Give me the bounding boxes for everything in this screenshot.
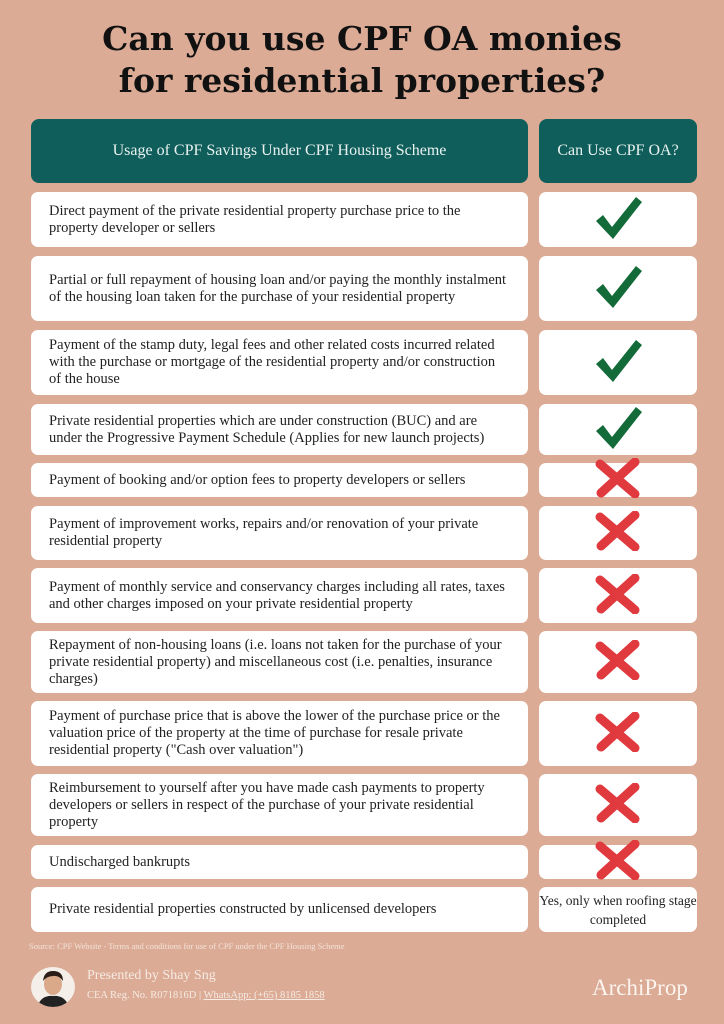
table-row-answer: [539, 192, 697, 247]
table-row-answer: [539, 839, 697, 881]
table-row-usage: Payment of booking and/or option fees to…: [31, 463, 528, 497]
answer-text: Yes, only when roofing stage completed: [539, 892, 697, 927]
usage-text: Partial or full repayment of housing loa…: [49, 271, 507, 305]
cross-icon: [595, 510, 641, 555]
whatsapp-link[interactable]: WhatsApp: (+65) 8185 1858: [203, 990, 325, 1001]
header-usage: Usage of CPF Savings Under CPF Housing S…: [31, 119, 528, 183]
usage-text: Repayment of non-housing loans (i.e. loa…: [49, 636, 502, 687]
check-icon: [593, 195, 643, 245]
table-row-usage: Repayment of non-housing loans (i.e. loa…: [31, 631, 528, 693]
usage-text: Payment of purchase price that is above …: [49, 708, 500, 758]
usage-text: Private residential properties construct…: [49, 901, 437, 917]
avatar: [31, 967, 75, 1007]
table-row-usage: Private residential properties which are…: [31, 404, 528, 455]
check-icon: [593, 405, 643, 455]
table-row-answer: Yes, only when roofing stage completed: [539, 887, 697, 932]
cross-icon: [595, 573, 641, 618]
cross-icon: [595, 839, 641, 884]
usage-text: Payment of monthly service and conservan…: [49, 578, 505, 612]
source-note: Source: CPF Website - Terms and conditio…: [29, 941, 345, 951]
table-row-usage: Reimbursement to yourself after you have…: [31, 774, 528, 836]
page-title: Can you use CPF OA monies for residential…: [102, 19, 622, 100]
usage-text: Direct payment of the private residentia…: [49, 202, 461, 236]
registration-line: CEA Reg. No. R071816D | WhatsApp: (+65) …: [87, 990, 325, 1001]
cross-icon: [595, 782, 641, 827]
table-row-answer: [539, 701, 697, 766]
check-icon: [593, 338, 643, 388]
usage-text: Private residential properties which are…: [49, 412, 485, 446]
table-row-answer: [539, 256, 697, 321]
cross-icon: [595, 457, 641, 502]
usage-text: Undischarged bankrupts: [49, 853, 191, 870]
table-row-answer: [539, 506, 697, 560]
usage-text: Reimbursement to yourself after you have…: [49, 779, 485, 830]
table-row-answer: [539, 631, 697, 693]
usage-text: Payment of booking and/or option fees to…: [49, 471, 466, 488]
table-row-usage: Direct payment of the private residentia…: [31, 192, 528, 247]
table-row-usage: Payment of improvement works, repairs an…: [31, 506, 528, 560]
table-row-usage: Private residential properties construct…: [31, 887, 528, 932]
table-row-answer: [539, 330, 697, 395]
table-row-answer: [539, 404, 697, 455]
usage-text: Payment of improvement works, repairs an…: [49, 516, 479, 549]
header-can-use: Can Use CPF OA?: [539, 119, 697, 183]
table-row-usage: Payment of the stamp duty, legal fees an…: [31, 330, 528, 395]
archiprop-logo: ArchiProp: [592, 975, 688, 1000]
cross-icon: [595, 639, 641, 684]
table-row-answer: [539, 457, 697, 499]
table-row-answer: [539, 774, 697, 836]
table-row-usage: Payment of monthly service and conservan…: [31, 568, 528, 623]
table-row-usage: Partial or full repayment of housing loa…: [31, 256, 528, 321]
check-icon: [593, 264, 643, 314]
table-row-usage: Undischarged bankrupts: [31, 845, 528, 879]
table-row-usage: Payment of purchase price that is above …: [31, 701, 528, 766]
cross-icon: [595, 711, 641, 756]
presenter-name: Presented by Shay Sng: [87, 968, 216, 983]
table-row-answer: [539, 568, 697, 623]
usage-text: Payment of the stamp duty, legal fees an…: [49, 337, 496, 387]
